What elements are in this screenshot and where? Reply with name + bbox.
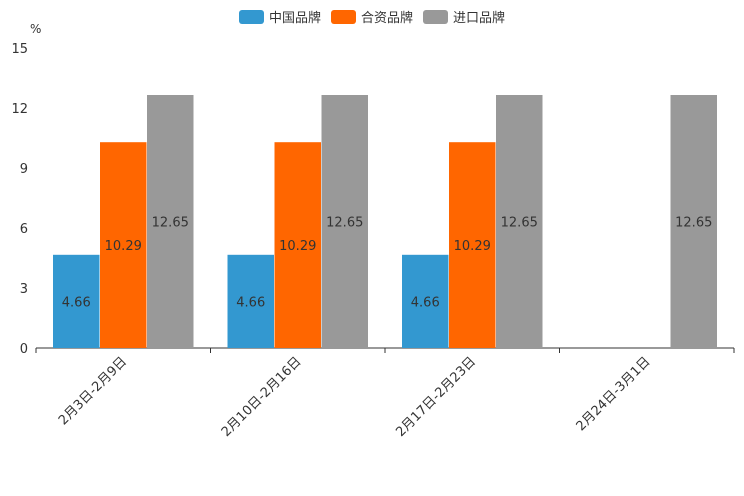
bar[interactable] [53,254,100,348]
y-tick-label: 12 [11,102,28,117]
bar[interactable] [100,142,147,348]
legend-label-joint-venture-brand: 合资品牌 [360,11,413,26]
bar-value-label: 12.65 [152,216,189,231]
legend-item-china-brand[interactable]: 中国品牌 [238,7,321,26]
bar-value-label: 4.66 [62,295,91,310]
x-tick-label: 2月10日-2月16日 [219,354,305,440]
bar-value-label: 12.65 [501,216,538,231]
bar-value-label: 12.65 [326,216,363,231]
bar-value-label: 4.66 [411,295,440,310]
y-tick-label: 3 [20,282,28,297]
y-tick-label: 9 [20,162,28,177]
bar-value-label: 10.29 [454,239,491,254]
legend: 中国品牌 合资品牌 进口品牌 [0,7,744,26]
bar[interactable] [496,95,543,348]
x-tick-label: 2月3日-2月9日 [56,354,130,428]
y-tick-label: 6 [20,222,28,237]
bar[interactable] [321,95,369,348]
bar[interactable] [147,95,194,348]
legend-swatch-china-brand [238,9,264,24]
y-tick-label: 0 [20,342,28,357]
y-tick-label: 15 [11,42,28,57]
legend-item-joint-venture-brand[interactable]: 合资品牌 [330,7,413,26]
bar-value-label: 12.65 [675,216,712,231]
legend-swatch-joint-venture-brand [330,9,356,24]
bar[interactable] [670,95,718,348]
legend-item-import-brand[interactable]: 进口品牌 [423,7,505,26]
y-axis-unit-label: % [30,22,41,36]
legend-swatch-import-brand [423,9,448,24]
bar[interactable] [227,254,275,348]
legend-label-import-brand: 进口品牌 [453,11,506,26]
x-tick-label: 2月24日-3月1日 [574,354,654,434]
legend-label-china-brand: 中国品牌 [268,11,321,26]
bar[interactable] [402,254,449,348]
bar-value-label: 10.29 [279,239,316,254]
bar-value-label: 10.29 [105,239,142,254]
x-tick-label: 2月17日-2月23日 [393,354,479,440]
bar-value-label: 4.66 [236,295,265,310]
bar[interactable] [449,142,496,348]
bar[interactable] [274,142,322,348]
